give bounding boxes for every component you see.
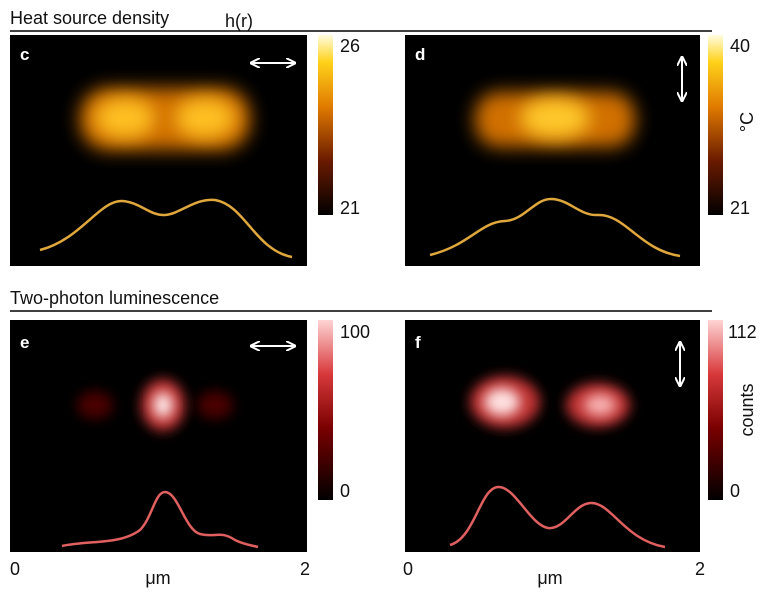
x-start: 0 [10, 559, 20, 579]
x-end: 2 [300, 559, 310, 579]
panel: d 40 21 °C [405, 35, 757, 266]
colorbar-max: 100 [340, 322, 370, 342]
panel-label: e [20, 333, 29, 352]
panel: e 100 0 0 2 μm [10, 320, 370, 588]
section-title: Heat source density [10, 8, 169, 28]
x-end: 2 [695, 559, 705, 579]
colorbar-max: 26 [340, 36, 360, 56]
colorbar-unit: counts [737, 383, 757, 436]
symbol: h(r) [225, 11, 253, 31]
colorbar-max: 112 [728, 322, 757, 342]
x-unit: μm [537, 568, 562, 588]
panel: c 26 21 [10, 35, 360, 266]
panel-label: f [415, 333, 421, 352]
colorbar-max: 40 [730, 36, 750, 56]
panel: f 112 0 counts 0 2 μm [403, 320, 757, 588]
colorbar-min: 21 [340, 198, 360, 218]
colorbar-min: 21 [730, 198, 750, 218]
colorbar-min: 0 [340, 481, 350, 501]
x-start: 0 [403, 559, 413, 579]
colorbar-unit: °C [737, 112, 757, 132]
panel-label: d [415, 45, 425, 64]
section-title: Two-photon luminescence [10, 288, 219, 308]
x-unit: μm [145, 568, 170, 588]
panel-label: c [20, 45, 29, 64]
colorbar-min: 0 [730, 481, 740, 501]
